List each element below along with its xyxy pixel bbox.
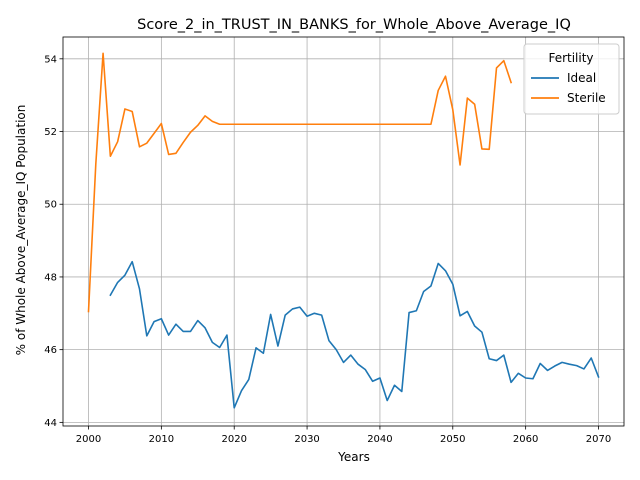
x-tick-label: 2050 — [440, 434, 465, 445]
y-tick-label: 46 — [44, 345, 57, 356]
x-axis-label: Years — [337, 450, 370, 464]
legend-label-ideal: Ideal — [567, 71, 596, 85]
axis-ticks: 2000 2010 2020 2030 2040 2050 2060 2070 44 46 48 50… — [44, 54, 611, 445]
legend-label-sterile: Sterile — [567, 91, 606, 105]
series-lines — [87, 52, 600, 409]
chart-title: Score_2_in_TRUST_IN_BANKS_for_Whole_Abov… — [137, 17, 571, 33]
x-tick-label: 2020 — [221, 434, 246, 445]
legend-box — [523, 43, 620, 115]
x-tick-label: 2060 — [513, 434, 538, 445]
y-tick-label: 44 — [44, 418, 57, 429]
y-tick-label: 54 — [44, 54, 57, 65]
y-tick-label: 50 — [44, 200, 57, 211]
x-tick-label: 2040 — [367, 434, 392, 445]
y-tick-label: 48 — [44, 272, 57, 283]
plot-frame — [62, 36, 625, 427]
x-tick-label: 2000 — [76, 434, 101, 445]
x-tick-label: 2070 — [586, 434, 611, 445]
x-tick-label: 2010 — [149, 434, 174, 445]
y-tick-label: 52 — [44, 127, 57, 138]
legend: Fertility Ideal Sterile — [523, 43, 620, 115]
series-line-sterile — [87, 52, 513, 313]
legend-title: Fertility — [548, 51, 593, 65]
x-tick-label: 2030 — [294, 434, 319, 445]
y-axis-label: % of Whole Above_Average_IQ Population — [14, 105, 28, 356]
series-line-ideal — [109, 260, 600, 409]
